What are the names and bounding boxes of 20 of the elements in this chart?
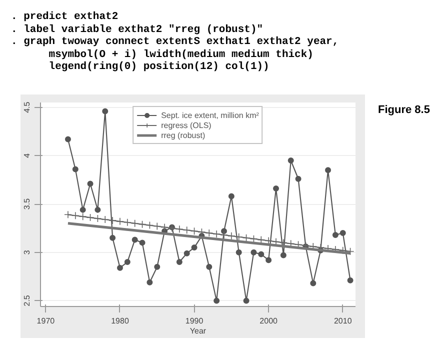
text: . label variable exthat2 "rreg (robust)" (11, 24, 264, 36)
legend-label: regress (OLS) (161, 120, 212, 130)
y-tick-label: 4.5 (22, 101, 32, 113)
x-tick-label: 1970 (36, 316, 56, 326)
legend-label: Sept. ice extent, million km² (161, 110, 259, 120)
x-tick-label: 1980 (111, 316, 130, 326)
x-tick-label: 2010 (334, 316, 352, 326)
text: legend(ring(0) position(12) col(1)) (48, 61, 270, 74)
y-tick-label: 2.5 (22, 294, 32, 306)
legend-label: rreg (robust) (161, 130, 206, 140)
x-tick-label: 2000 (260, 316, 278, 326)
x-tick-label: 1990 (185, 316, 204, 326)
text: . predict exthat2 (11, 11, 118, 23)
text: msymbol(O + i) lwidth(medium medium thick) (48, 48, 314, 61)
x-axis-title: Year (190, 326, 206, 336)
y-tick-label: 3 (22, 250, 32, 255)
y-tick-label: 4 (22, 152, 32, 158)
y-tick-label: 3.5 (22, 198, 32, 210)
text: . graph twoway connect extentS exthat1 exthat2 year, (11, 36, 339, 48)
caption: Figure 8.5 (377, 103, 430, 118)
